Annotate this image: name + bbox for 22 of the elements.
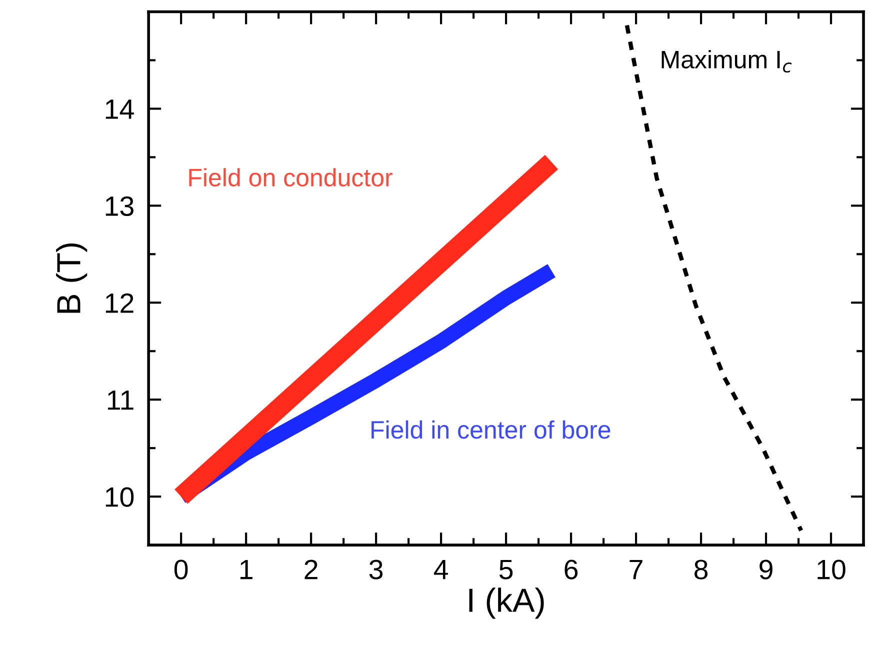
y-tick-label: 13 xyxy=(106,196,134,216)
y-tick-label: 10 xyxy=(106,487,134,507)
x-axis-title: I (kA) xyxy=(469,588,544,619)
x-tick-label: 1 xyxy=(240,560,252,580)
text: Field on conductor xyxy=(189,168,392,186)
x-tick-label: 2 xyxy=(304,560,318,580)
x-tick-label: 5 xyxy=(499,560,513,580)
x-tick-label: 9 xyxy=(760,560,772,580)
line-series xyxy=(624,23,804,533)
x-tick-label: 0 xyxy=(174,560,188,580)
x-tick-label: 7 xyxy=(630,560,642,580)
y-tick-label: 14 xyxy=(106,100,134,119)
x-tick-label: 3 xyxy=(369,560,383,580)
x-tick-label: 4 xyxy=(434,560,448,580)
y-axis-title: B (T) xyxy=(56,243,88,313)
series-label: Field in center of bore xyxy=(372,420,610,439)
x-tick-label: 10 xyxy=(818,560,846,580)
x-tick-label: 6 xyxy=(564,560,578,580)
y-tick-label: 12 xyxy=(106,293,134,313)
x-tick-label: 8 xyxy=(694,560,708,580)
legend-label: Maximum I$_{c}$ xyxy=(662,50,792,73)
y-tick-label: 11 xyxy=(108,390,134,410)
